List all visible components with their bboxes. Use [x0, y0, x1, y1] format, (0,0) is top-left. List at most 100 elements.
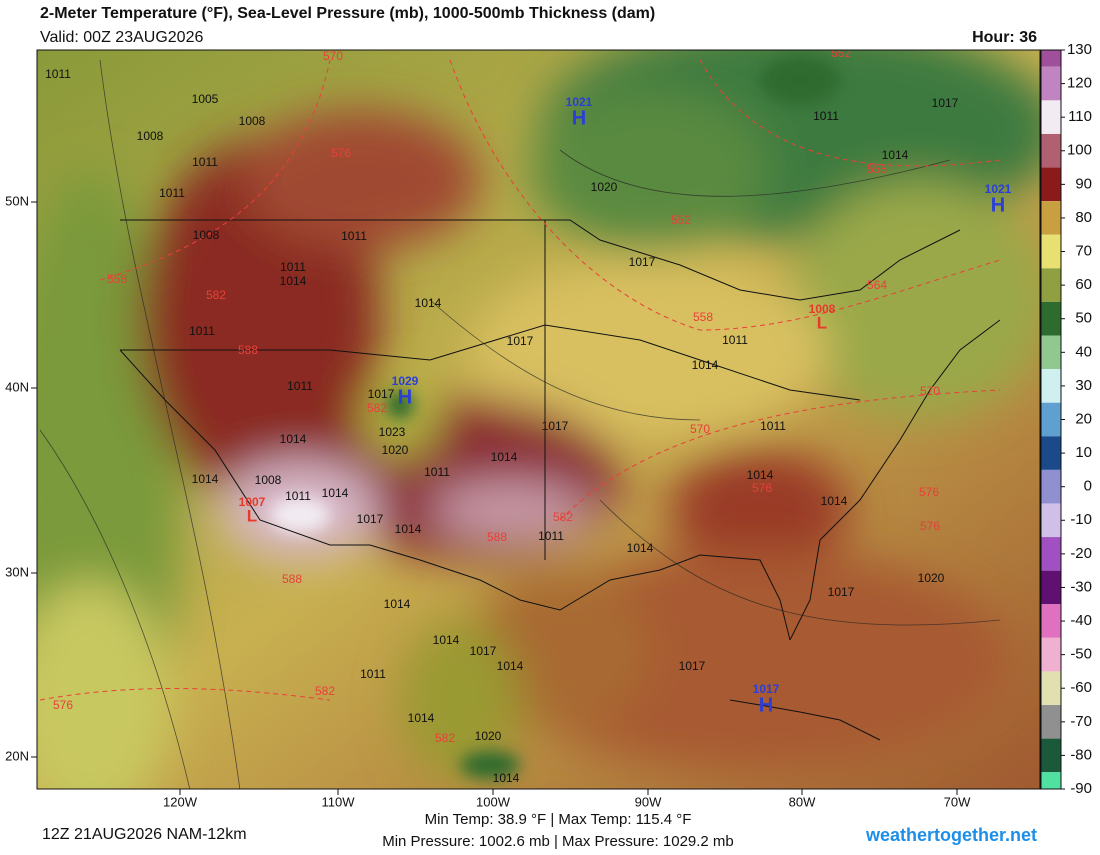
colorbar-segment: [1041, 604, 1061, 638]
isobar-label: 1014: [395, 522, 422, 536]
isobar-label: 1014: [192, 472, 219, 486]
latitude-label: 30N: [5, 564, 29, 579]
isobar-label: 1008: [137, 129, 164, 143]
colorbar-segment: [1041, 637, 1061, 672]
isobar-label: 1017: [679, 659, 706, 673]
isobar-label: 1008: [193, 228, 220, 242]
high-pressure-symbol: H: [572, 107, 586, 129]
colorbar-segment: [1041, 167, 1061, 202]
isobar-label: 1014: [415, 296, 442, 310]
colorbar-label: -50: [1070, 646, 1092, 663]
low-pressure-symbol: L: [817, 313, 827, 332]
isobar-label: 1014: [747, 468, 774, 482]
longitude-label: 90W: [635, 794, 662, 809]
isobar-label: 1011: [760, 419, 786, 433]
isobar-label: 1017: [507, 334, 534, 348]
colorbar-segment: [1041, 671, 1061, 706]
colorbar-label: 100: [1067, 142, 1092, 159]
isobar-label: 1011: [813, 109, 839, 123]
isobar-label: 1011: [360, 667, 386, 681]
isobar-label: 1011: [538, 529, 564, 543]
model-run: 12Z 21AUG2026 NAM-12km: [42, 826, 247, 843]
isobar-label: 1017: [357, 512, 384, 526]
isobar-label: 1020: [591, 180, 618, 194]
colorbar-segment: [1041, 469, 1061, 504]
colorbar-label: -90: [1070, 780, 1092, 797]
map-frame: [36, 49, 1041, 790]
isobar-label: 1011: [189, 324, 215, 338]
isobar-label: 1011: [287, 379, 313, 393]
latitude-label: 20N: [5, 748, 29, 763]
colorbar-segment: [1041, 436, 1061, 470]
isobar-label: 1017: [828, 585, 855, 599]
longitude-label: 80W: [789, 794, 816, 809]
title: 2-Meter Temperature (°F), Sea-Level Pres…: [40, 5, 655, 22]
thickness-label: 582: [435, 731, 455, 745]
thickness-label: 558: [107, 272, 127, 286]
isobar-label: 1020: [475, 729, 502, 743]
isobar-label: 1011: [285, 489, 311, 503]
colorbar-label: -30: [1070, 578, 1092, 595]
colorbar-label: 120: [1067, 75, 1092, 92]
latitude-label: 40N: [5, 379, 29, 394]
isobar-label: 1008: [255, 473, 282, 487]
colorbar-segment: [1041, 570, 1061, 605]
colorbar-segment: [1041, 335, 1061, 370]
isobar-label: 1014: [384, 597, 411, 611]
colorbar-label: 50: [1075, 310, 1092, 327]
colorbar-segment: [1041, 705, 1061, 739]
colorbar-segment: [1041, 301, 1061, 336]
high-pressure-symbol: H: [759, 694, 773, 716]
thickness-label: 582: [367, 401, 387, 415]
colorbar-segment: [1041, 100, 1061, 134]
colorbar-frame: [1040, 49, 1062, 790]
temperature-range: Min Temp: 38.9 °F | Max Temp: 115.4 °F: [425, 811, 692, 828]
longitude-label: 70W: [944, 794, 971, 809]
thickness-label: 570: [920, 384, 940, 398]
colorbar-segment: [1041, 66, 1061, 101]
low-pressure-symbol: L: [247, 506, 257, 525]
colorbar-segment: [1041, 537, 1061, 571]
isobar-label: 1017: [542, 419, 569, 433]
colorbar-segment: [1041, 50, 1061, 67]
thickness-label: 576: [331, 146, 351, 160]
isobar-label: 1011: [424, 465, 450, 479]
thickness-label: 552: [831, 46, 851, 60]
isobar-label: 1014: [882, 148, 909, 162]
isobar-label: 1014: [493, 771, 520, 785]
colorbar-label: 130: [1067, 41, 1092, 58]
colorbar-segment: [1041, 268, 1061, 302]
thickness-label: 588: [238, 343, 258, 357]
colorbar-label: 40: [1075, 343, 1092, 360]
isobar-label: 1014: [491, 450, 518, 464]
valid-time: Valid: 00Z 23AUG2026: [40, 29, 203, 46]
colorbar-label: 90: [1075, 175, 1092, 192]
thickness-label: 582: [206, 288, 226, 302]
isobar-label: 1011: [722, 333, 748, 347]
colorbar-label: -70: [1070, 713, 1092, 730]
colorbar-label: -40: [1070, 612, 1092, 629]
axis-labels: 50N 40N 30N 20N 120W 110W 100W 90W 80W 70W: [5, 193, 971, 809]
isobar-label: 1011: [280, 260, 306, 274]
colorbar-label: 30: [1075, 377, 1092, 394]
isobar-label: 1005: [192, 92, 219, 106]
thickness-label: 588: [282, 572, 302, 586]
high-pressure-value: 1029: [392, 374, 419, 388]
isobar-label: 1014: [627, 541, 654, 555]
isobar-label: 1014: [433, 633, 460, 647]
isobar-label: 1014: [497, 659, 524, 673]
isobar-label: 1020: [918, 571, 945, 585]
colorbar-label: -10: [1070, 511, 1092, 528]
local-temperature-detail: [270, 55, 840, 779]
colorbar-label: 10: [1075, 444, 1092, 461]
pressure-range: Min Pressure: 1002.6 mb | Max Pressure: …: [382, 833, 734, 850]
isobar-label: 1014: [280, 274, 307, 288]
thickness-label: 564: [867, 278, 887, 292]
isobar-label: 1017: [368, 387, 395, 401]
thickness-label: 576: [53, 698, 73, 712]
thickness-label: 582: [315, 684, 335, 698]
isobar-label: 1017: [470, 644, 497, 658]
isobar-label: 1011: [341, 229, 367, 243]
